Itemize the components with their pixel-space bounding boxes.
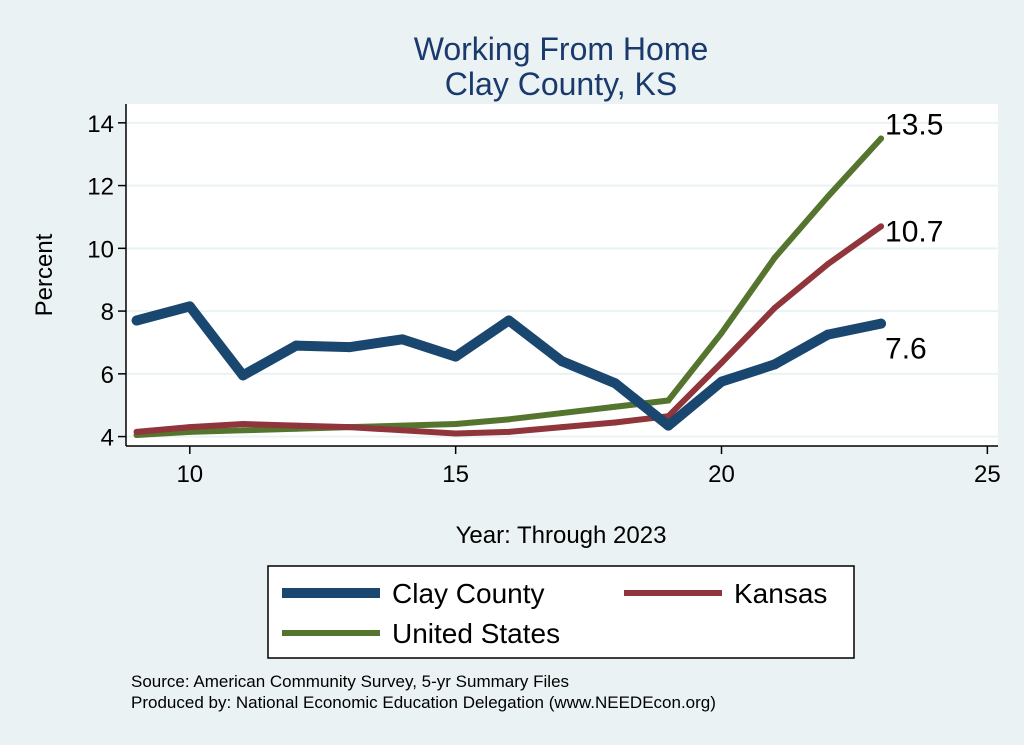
y-tick-label: 14 [87,111,114,138]
data-point-kansas [346,424,353,431]
source-note: Source: American Community Survey, 5-yr … [131,672,569,691]
data-point-kansas [505,428,512,435]
data-point-clay-county [131,315,142,326]
legend-label-united-states: United States [392,618,560,649]
data-point-united-states [771,254,778,261]
data-point-united-states [612,403,619,410]
y-tick-label: 8 [101,299,114,326]
data-point-kansas [771,304,778,311]
x-tick-label: 10 [176,461,203,488]
data-point-kansas [399,427,406,434]
x-tick-label: 25 [974,461,1001,488]
data-point-kansas [559,424,565,431]
x-tick-label: 15 [442,461,469,488]
axes [125,104,998,447]
y-tick-label: 10 [87,236,114,263]
series-lines [131,135,887,439]
data-point-kansas [612,419,619,426]
legend-box [267,565,855,659]
data-point-kansas [133,428,140,435]
data-point-united-states [186,428,193,435]
y-axis-label: Percent [31,233,58,316]
legend-label-kansas: Kansas [734,578,827,609]
gridlines [126,121,998,438]
data-point-clay-county [557,356,567,367]
data-point-united-states [718,330,725,337]
end-label-kansas: 10.7 [885,215,943,248]
data-point-united-states [239,427,246,434]
data-point-clay-county [344,342,355,353]
data-point-clay-county [237,370,248,381]
y-tick-label: 6 [101,362,114,389]
data-point-united-states [452,421,459,428]
data-point-clay-county [397,334,408,345]
chart-title: Working From Home [414,31,709,67]
data-point-united-states [665,397,672,404]
data-point-clay-county [716,376,727,387]
x-tick-label: 20 [708,461,735,488]
data-point-united-states [559,410,565,417]
x-axis-ticks: 10 15 20 25 [176,446,1001,488]
data-point-kansas [878,223,885,230]
data-point-clay-county [663,420,674,431]
data-point-kansas [293,422,300,429]
data-point-kansas [186,424,193,431]
data-point-united-states [399,422,406,429]
data-point-clay-county [769,359,780,370]
data-point-clay-county [450,351,461,362]
data-point-kansas [452,430,459,437]
end-label-united-states: 13.5 [885,109,943,142]
y-axis-ticks: 4 6 8 10 12 14 [87,111,126,452]
y-tick-label: 12 [87,174,114,201]
legend: Clay County Kansas United States [267,565,855,659]
data-point-kansas [824,261,831,268]
data-point-clay-county [822,329,833,340]
y-tick-label: 4 [101,425,114,452]
data-point-kansas [665,413,672,420]
end-labels: 7.6 10.7 13.5 [885,109,943,366]
chart-subtitle: Clay County, KS [445,66,677,102]
data-point-united-states [824,193,831,200]
producer-note: Produced by: National Economic Education… [131,693,716,712]
data-point-clay-county [291,340,302,351]
data-point-clay-county [503,315,514,326]
data-point-kansas [239,421,246,428]
data-point-united-states [505,416,512,423]
data-point-clay-county [876,318,887,329]
data-point-clay-county [184,301,195,312]
legend-label-clay-county: Clay County [392,578,545,609]
data-point-kansas [718,359,725,366]
x-axis-label: Year: Through 2023 [456,522,667,549]
data-point-clay-county [610,378,621,389]
end-label-clay-county: 7.6 [885,333,927,366]
data-point-united-states [878,135,885,142]
plot-area [126,104,998,446]
